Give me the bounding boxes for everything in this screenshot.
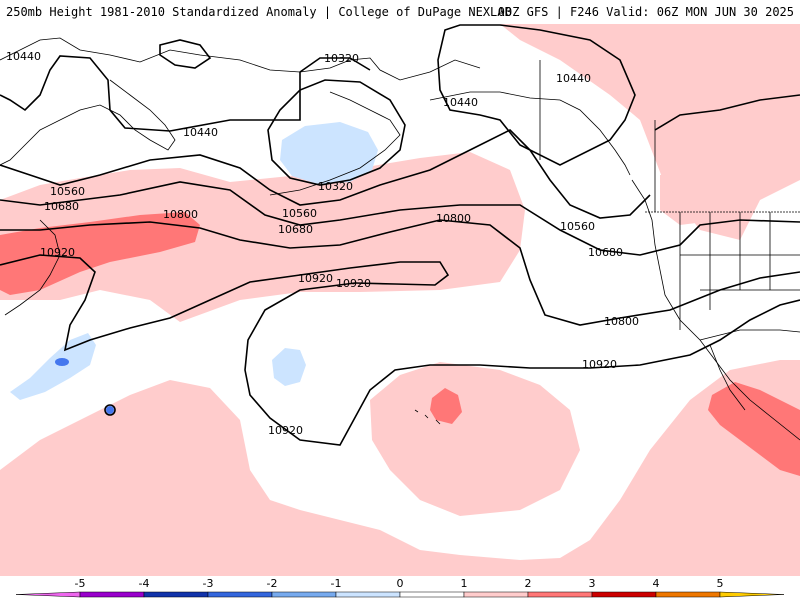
coast-siberia xyxy=(0,37,481,81)
colorbar-tick-label: -4 xyxy=(139,577,150,590)
contour-label: 10920 xyxy=(298,272,333,285)
contour-10800 xyxy=(0,219,800,326)
map-header: 250mb Height 1981-2010 Standardized Anom… xyxy=(0,0,800,24)
positive-anomaly-light-shading xyxy=(0,24,800,576)
contour-label: 10800 xyxy=(163,208,198,221)
blue-region-west-pacific xyxy=(10,333,96,400)
colorbar-arrow-min xyxy=(15,591,81,598)
blue-region-bering xyxy=(280,122,378,184)
negative-anomaly-strong-shading xyxy=(55,358,114,414)
contour-label: 10680 xyxy=(44,200,79,213)
contour-label: 10920 xyxy=(40,246,75,259)
contour-10560 xyxy=(0,129,651,219)
contour-label: 10920 xyxy=(268,424,303,437)
pink-region-northeast xyxy=(500,24,800,240)
colorbar-tick-label: 3 xyxy=(589,577,596,590)
contour-10920-loop xyxy=(244,282,800,446)
blue-spot-west-pacific xyxy=(55,358,69,366)
colorbar-tick-label: -2 xyxy=(267,577,278,590)
red-region-mexico xyxy=(708,382,800,476)
contour-small-loop xyxy=(104,404,116,416)
contour-10920-west xyxy=(0,254,450,352)
colorbar-tick-label: 4 xyxy=(653,577,660,590)
contour-label: 10920 xyxy=(336,277,371,290)
colorbar-segment xyxy=(143,591,209,598)
colorbar-segment xyxy=(79,591,145,598)
colorbar-tick-label: -3 xyxy=(203,577,214,590)
contour-10320-ring xyxy=(159,39,212,69)
colorbar-tick-label: 2 xyxy=(525,577,532,590)
coast-aleutians xyxy=(269,91,401,196)
colorbar-ticks: -5 -4 -3 -2 -1 0 1 2 3 4 5 xyxy=(75,577,724,590)
negative-anomaly-light-shading xyxy=(10,122,378,400)
coastlines xyxy=(0,37,800,441)
coast-kamchatka xyxy=(0,79,176,166)
mexico-border xyxy=(699,329,800,341)
colorbar-segment xyxy=(527,591,593,598)
blue-region-central-pacific xyxy=(272,348,306,386)
height-contours xyxy=(0,24,800,446)
anomaly-map: 10440 10320 10440 10440 10440 10560 1068… xyxy=(0,24,800,576)
colorbar-segment xyxy=(207,591,273,598)
colorbar-tick-label: 1 xyxy=(461,577,468,590)
contour-label: 10800 xyxy=(604,315,639,328)
contour-label: 10680 xyxy=(278,223,313,236)
contour-label: 10680 xyxy=(588,246,623,259)
colorbar xyxy=(15,591,785,598)
map-title: 250mb Height 1981-2010 Standardized Anom… xyxy=(6,5,512,19)
hawaii-islands xyxy=(414,409,441,425)
contour-labels: 10440 10320 10440 10440 10440 10560 1068… xyxy=(6,50,639,437)
contour-label: 10320 xyxy=(324,52,359,65)
coast-japan xyxy=(4,219,61,316)
coast-alaska xyxy=(429,91,631,176)
colorbar-segment xyxy=(591,591,657,598)
contour-label: 10560 xyxy=(50,185,85,198)
colorbar-tick-label: -5 xyxy=(75,577,86,590)
contour-label: 10320 xyxy=(318,180,353,193)
colorbar-segment xyxy=(335,591,401,598)
colorbar-tick-label: 5 xyxy=(717,577,724,590)
model-run-info: 00Z GFS | F246 Valid: 06Z MON JUN 30 202… xyxy=(497,5,794,19)
contour-label: 10560 xyxy=(560,220,595,233)
colorbar-segment xyxy=(655,591,721,598)
contour-10320 xyxy=(267,79,406,186)
colorbar-segment xyxy=(271,591,337,598)
colorbar-legend: -5 -4 -3 -2 -1 0 1 2 3 4 5 xyxy=(0,576,800,600)
state-lines xyxy=(679,212,800,330)
contour-label: 10440 xyxy=(556,72,591,85)
contour-label: 10920 xyxy=(582,358,617,371)
pink-region-hawaii xyxy=(370,362,580,516)
baja-coast xyxy=(709,344,746,411)
red-region-hawaii xyxy=(430,388,462,424)
contour-label: 10440 xyxy=(183,126,218,139)
contour-10440-far-east xyxy=(654,94,800,131)
pink-region-north-pacific xyxy=(0,152,525,322)
canada-lines xyxy=(539,60,656,212)
colorbar-segment xyxy=(463,591,529,598)
contour-10440-west xyxy=(0,55,371,132)
colorbar-tick-label: -1 xyxy=(331,577,342,590)
blue-spot-small xyxy=(106,406,114,414)
contour-10440-east xyxy=(437,24,636,166)
pink-region-southwest xyxy=(0,360,800,576)
colorbar-segment xyxy=(399,591,465,598)
colorbar-tick-label: 0 xyxy=(397,577,404,590)
contour-label: 10800 xyxy=(436,212,471,225)
colorbar-arrow-max xyxy=(719,591,785,598)
contour-label: 10440 xyxy=(443,96,478,109)
contour-label: 10560 xyxy=(282,207,317,220)
contour-label: 10440 xyxy=(6,50,41,63)
contour-10680 xyxy=(0,181,800,256)
